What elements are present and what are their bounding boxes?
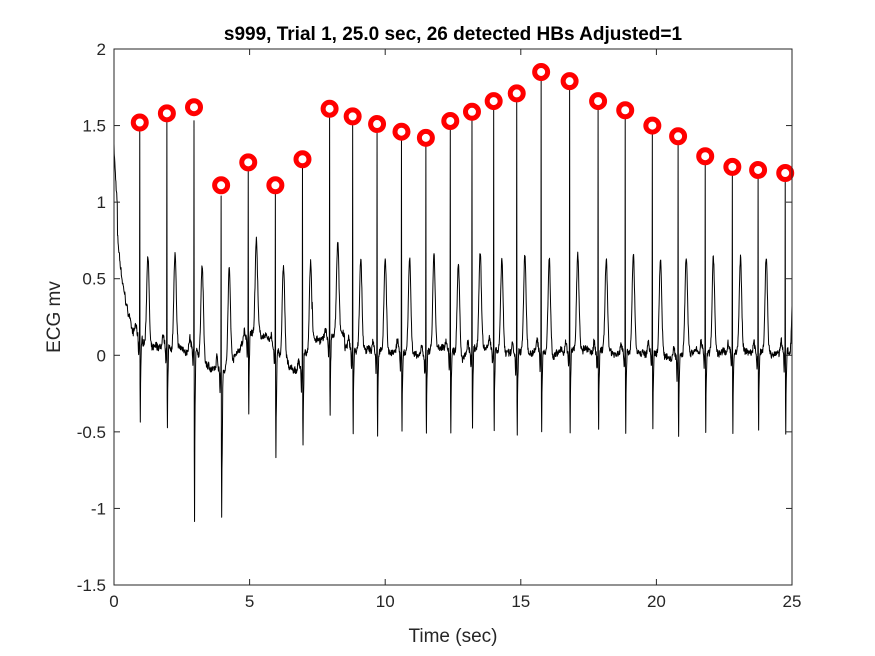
hb-marker: [484, 92, 503, 111]
chart-title: s999, Trial 1, 25.0 sec, 26 detected HBs…: [224, 24, 683, 45]
hb-marker: [462, 102, 481, 121]
x-tick-label: 0: [109, 592, 118, 611]
x-tick-label: 10: [376, 592, 395, 611]
hb-marker: [441, 111, 460, 130]
hb-marker: [589, 92, 608, 111]
hb-marker: [416, 128, 435, 147]
hb-marker: [157, 104, 176, 123]
hb-marker: [749, 160, 768, 179]
y-axis: -1.5 -1 -0.5 0 0.5 1 1.5 2: [77, 40, 792, 595]
y-tick-label: -0.5: [77, 423, 106, 442]
hb-marker: [723, 157, 742, 176]
hb-marker: [696, 147, 715, 166]
hb-marker: [616, 101, 635, 120]
hb-marker: [669, 127, 688, 146]
hb-marker: [392, 122, 411, 141]
hb-marker: [293, 150, 312, 169]
hb-marker: [212, 176, 231, 195]
x-tick-label: 20: [647, 592, 666, 611]
hb-marker: [266, 176, 285, 195]
y-tick-label: 1.5: [82, 117, 106, 136]
y-tick-label: -1: [91, 499, 106, 518]
hb-marker: [343, 107, 362, 126]
ecg-trace-line: [113, 77, 793, 523]
x-tick-label: 5: [245, 592, 254, 611]
plot-box: [113, 48, 793, 586]
ecg-trace-layer: [113, 77, 793, 523]
hb-marker-layer: [130, 62, 795, 195]
hb-marker: [776, 164, 795, 183]
y-tick-label: 2: [97, 40, 106, 59]
hb-marker: [532, 62, 551, 81]
y-axis-label: ECG mv: [44, 281, 65, 353]
x-axis-label: Time (sec): [408, 626, 497, 647]
hb-marker: [368, 115, 387, 134]
hb-marker: [239, 153, 258, 172]
hb-marker: [560, 72, 579, 91]
hb-marker: [185, 98, 204, 117]
y-tick-label: 0.5: [82, 270, 106, 289]
hb-marker: [130, 113, 149, 132]
y-tick-label: 1: [97, 193, 106, 212]
y-tick-label: 0: [97, 346, 106, 365]
x-axis: 0 5 10 15 20 25: [109, 49, 801, 611]
y-tick-label: -1.5: [77, 576, 106, 595]
hb-marker: [320, 99, 339, 118]
hb-marker: [507, 84, 526, 103]
hb-marker: [643, 116, 662, 135]
x-tick-label: 15: [511, 592, 530, 611]
x-tick-label: 25: [783, 592, 802, 611]
